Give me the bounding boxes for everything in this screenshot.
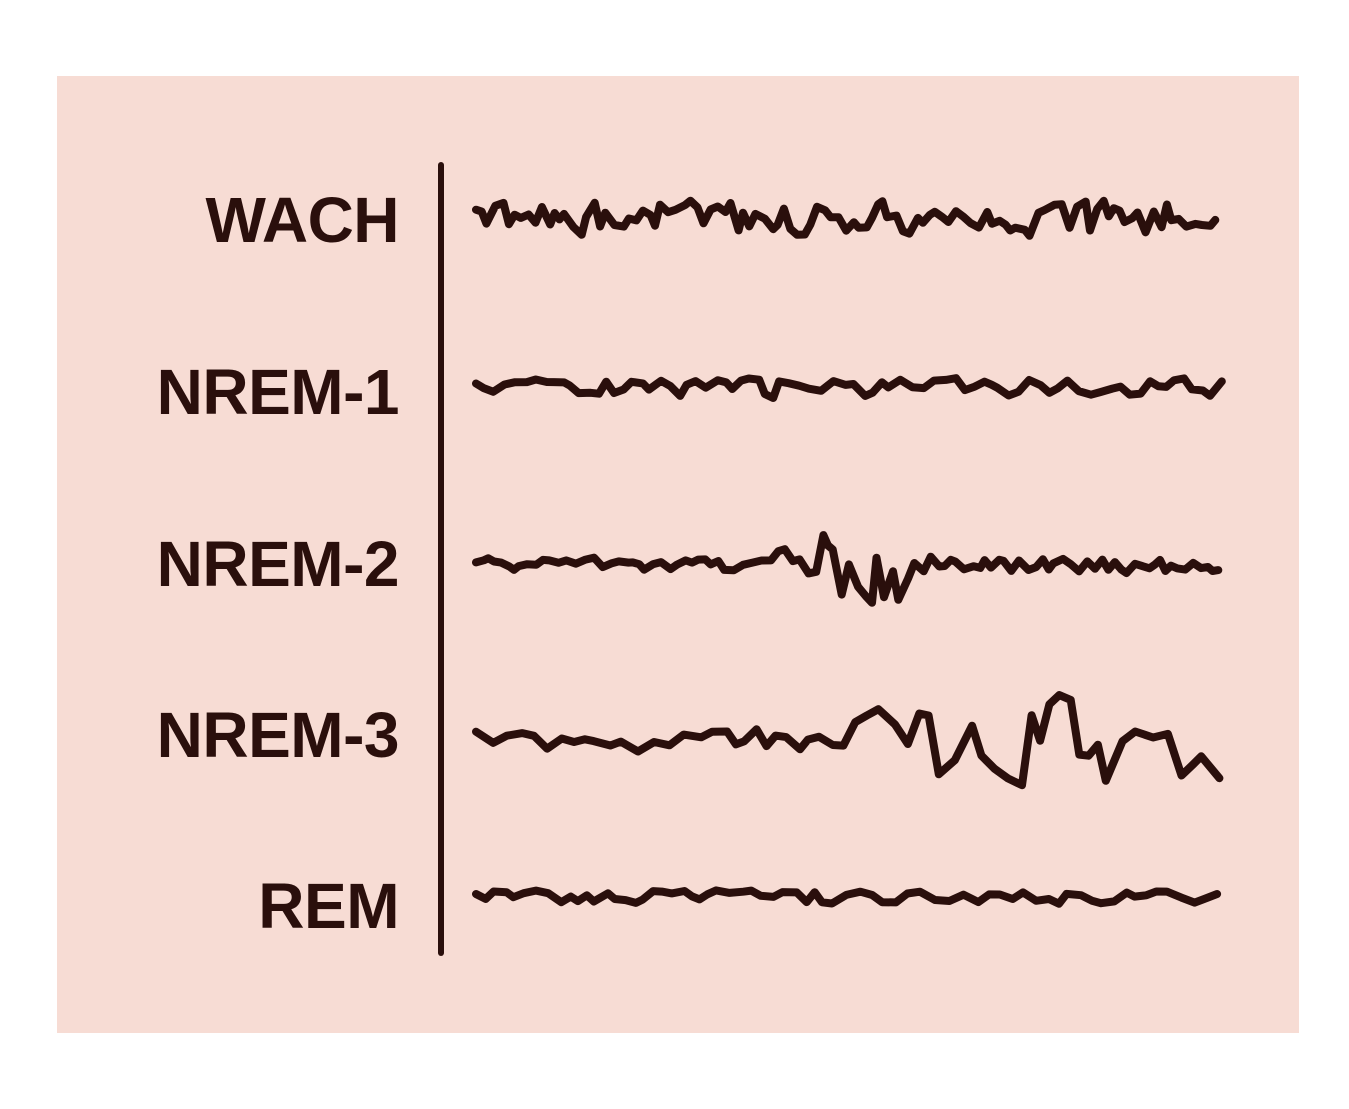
stage-label-rem: REM (258, 870, 399, 942)
axis-divider-line (438, 162, 444, 956)
eeg-trace-nrem-3 (472, 691, 1224, 790)
eeg-trace-wach (472, 196, 1220, 240)
stage-label-nrem-2: NREM-2 (156, 528, 400, 600)
diagram-panel (57, 76, 1299, 1033)
stage-label-nrem-1: NREM-1 (156, 356, 400, 428)
eeg-trace-rem (472, 886, 1222, 908)
stage-label-nrem-3: NREM-3 (156, 699, 400, 771)
eeg-trace-nrem-1 (472, 374, 1226, 402)
eeg-trace-nrem-2 (472, 531, 1223, 607)
stage-label-wach: WACH (205, 184, 399, 256)
